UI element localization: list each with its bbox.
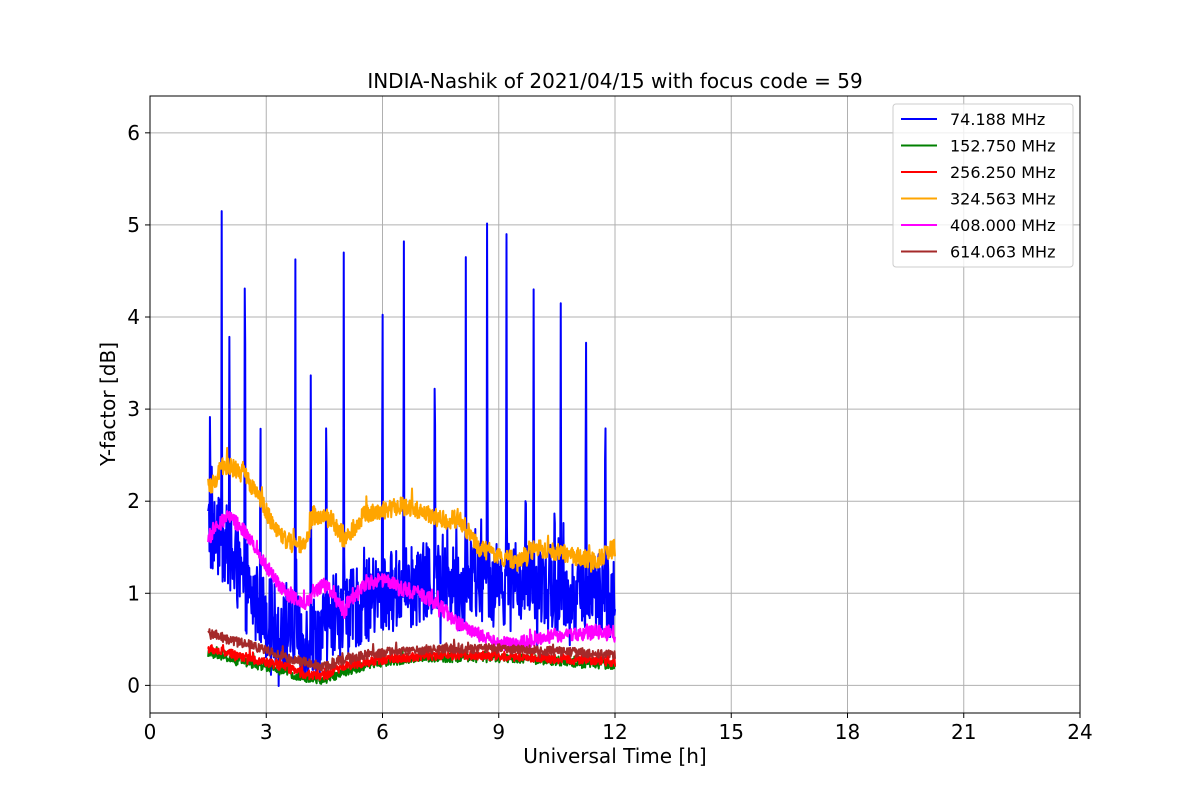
legend-box <box>892 103 1074 268</box>
series-line <box>207 446 616 573</box>
legend-label: 74.188 MHz <box>950 110 1045 129</box>
x-axis-label: Universal Time [h] <box>523 744 706 768</box>
plot-area <box>207 210 616 687</box>
x-tick-label: 12 <box>602 720 627 744</box>
x-tick-label: 3 <box>260 720 273 744</box>
legend-label: 408.000 MHz <box>950 216 1055 235</box>
x-tick-label: 24 <box>1067 720 1092 744</box>
series-line <box>207 628 616 672</box>
legend-label: 256.250 MHz <box>950 163 1055 182</box>
series-line <box>207 510 616 653</box>
legend-label: 324.563 MHz <box>950 190 1055 209</box>
x-tick-label: 15 <box>719 720 744 744</box>
y-tick-label: 6 <box>127 121 140 145</box>
y-tick-label: 4 <box>127 305 140 329</box>
chart-title: INDIA-Nashik of 2021/04/15 with focus co… <box>367 69 862 93</box>
x-tick-label: 21 <box>951 720 976 744</box>
y-tick-label: 2 <box>127 489 140 513</box>
y-tick-label: 1 <box>127 581 140 605</box>
legend: 74.188 MHz 152.750 MHz 256.250 MHz 324.563 … <box>892 103 1074 268</box>
x-tick-label: 6 <box>376 720 389 744</box>
legend-label: 614.063 MHz <box>950 243 1055 262</box>
y-tick-label: 0 <box>127 673 140 697</box>
legend-label: 152.750 MHz <box>950 137 1055 156</box>
x-tick-label: 18 <box>835 720 860 744</box>
y-tick-label: 5 <box>127 213 140 237</box>
x-tick-label: 0 <box>144 720 157 744</box>
x-axis: 0 3 6 9 12 15 18 21 24 <box>144 713 1093 744</box>
y-axis-label: Y-factor [dB] <box>96 342 120 467</box>
y-tick-label: 3 <box>127 397 140 421</box>
y-axis: 0 1 2 3 4 5 6 <box>127 121 150 697</box>
x-tick-label: 9 <box>492 720 505 744</box>
